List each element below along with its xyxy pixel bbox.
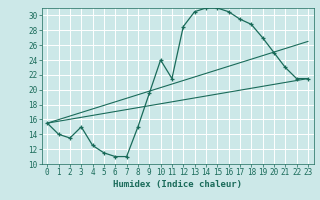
X-axis label: Humidex (Indice chaleur): Humidex (Indice chaleur): [113, 180, 242, 189]
